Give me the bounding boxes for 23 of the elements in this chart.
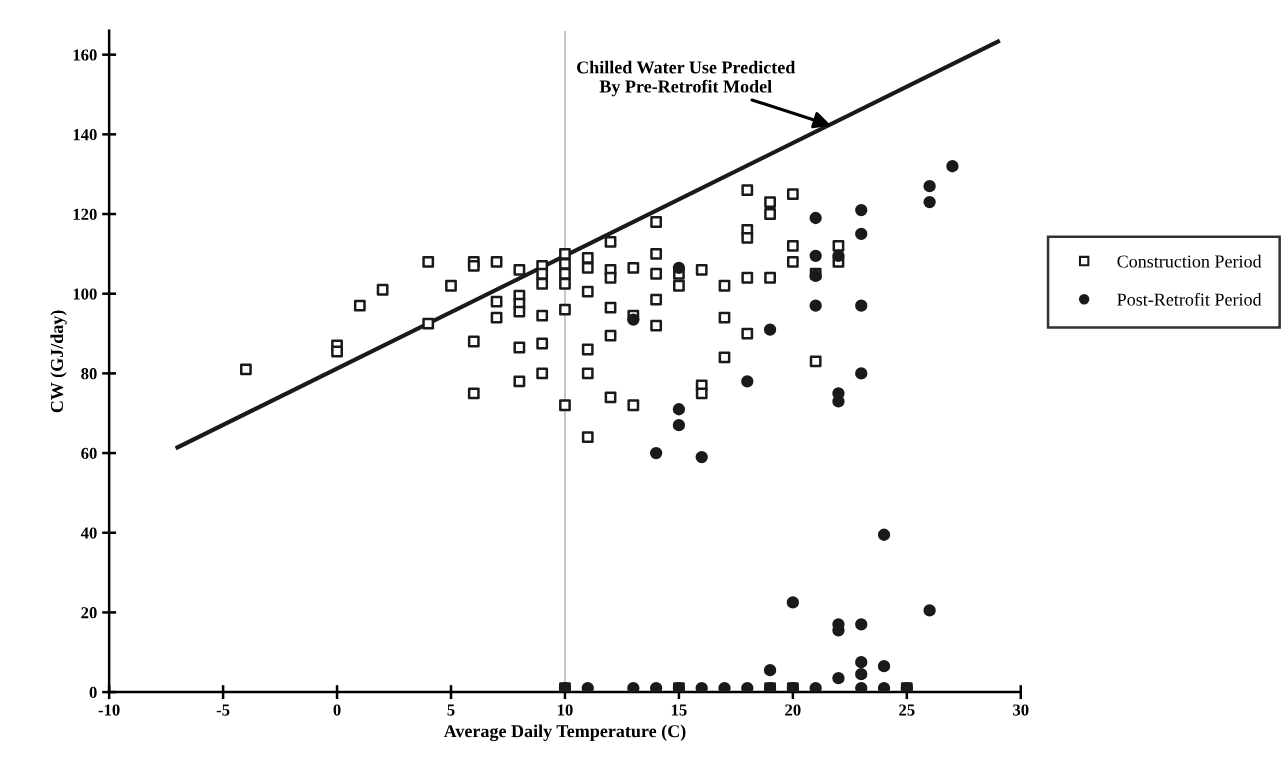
y-tick-label: 0 xyxy=(89,686,97,699)
y-tick-label: 20 xyxy=(81,607,97,619)
x-tick-label: 5 xyxy=(447,704,455,716)
y-tick-label: 60 xyxy=(81,447,97,460)
y-tick-label: 140 xyxy=(73,129,97,141)
x-tick-label: -10 xyxy=(98,704,120,716)
y-tick-label: 160 xyxy=(73,49,97,61)
x-tick-label: 30 xyxy=(1013,704,1029,716)
y-tick-label: 80 xyxy=(81,368,97,380)
y-tick-label: 100 xyxy=(73,288,97,300)
x-tick-label: 20 xyxy=(785,704,801,716)
legend-label: Construction Period xyxy=(1117,254,1262,268)
annotation: Chilled Water Use Predicted By Pre-Retrofit Model xyxy=(577,60,796,97)
x-axis-title: Average Daily Temperature (C) xyxy=(443,724,686,742)
y-tick-label: 120 xyxy=(73,208,97,220)
y-axis-title: CW (GJ/day) xyxy=(50,310,67,413)
x-tick-label: 25 xyxy=(899,704,915,716)
legend-label: Post-Retrofit Period xyxy=(1117,292,1262,306)
x-tick-label: 15 xyxy=(671,704,687,716)
x-tick-label: 0 xyxy=(333,704,341,716)
x-tick-label: -5 xyxy=(216,704,230,716)
x-tick-label: 10 xyxy=(557,704,573,716)
y-tick-label: 40 xyxy=(80,527,97,539)
